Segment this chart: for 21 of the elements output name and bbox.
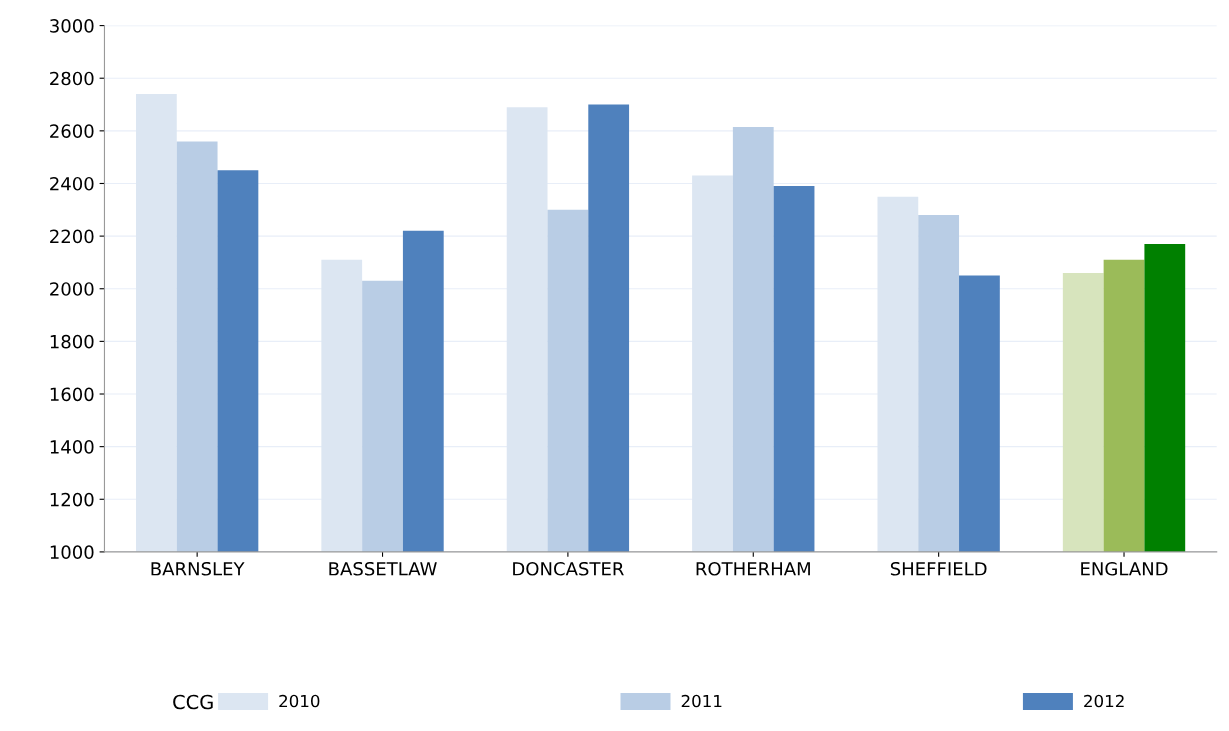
y-tick-label: 1000 bbox=[50, 545, 94, 560]
y-tick-label: 1400 bbox=[50, 440, 94, 454]
y-tick-label: 1800 bbox=[50, 334, 94, 349]
x-tick-label: BARNSLEY bbox=[151, 561, 245, 576]
y-tick-label: 3000 bbox=[50, 19, 94, 33]
x-tick-label: ENGLAND bbox=[1081, 561, 1168, 576]
legend-label: 2012 bbox=[1084, 694, 1124, 708]
y-tick-label: 2800 bbox=[50, 71, 94, 86]
y-tick-label: 1200 bbox=[50, 492, 94, 507]
x-tick-label: SHEFFIELD bbox=[890, 561, 987, 576]
y-tick-label: 2200 bbox=[50, 229, 94, 244]
y-tick-label: 1600 bbox=[50, 387, 94, 402]
y-tick-label: 2400 bbox=[50, 176, 94, 191]
y-tick-label: 2600 bbox=[50, 124, 94, 138]
legend-title: CCG bbox=[173, 694, 213, 710]
y-tick-label: 2000 bbox=[50, 282, 94, 296]
legend-label: 2011 bbox=[681, 694, 722, 708]
x-tick-label: ROTHERHAM bbox=[696, 561, 810, 576]
x-tick-label: DONCASTER bbox=[513, 561, 624, 576]
legend-label: 2010 bbox=[279, 694, 320, 708]
x-tick-label: BASSETLAW bbox=[329, 561, 437, 576]
